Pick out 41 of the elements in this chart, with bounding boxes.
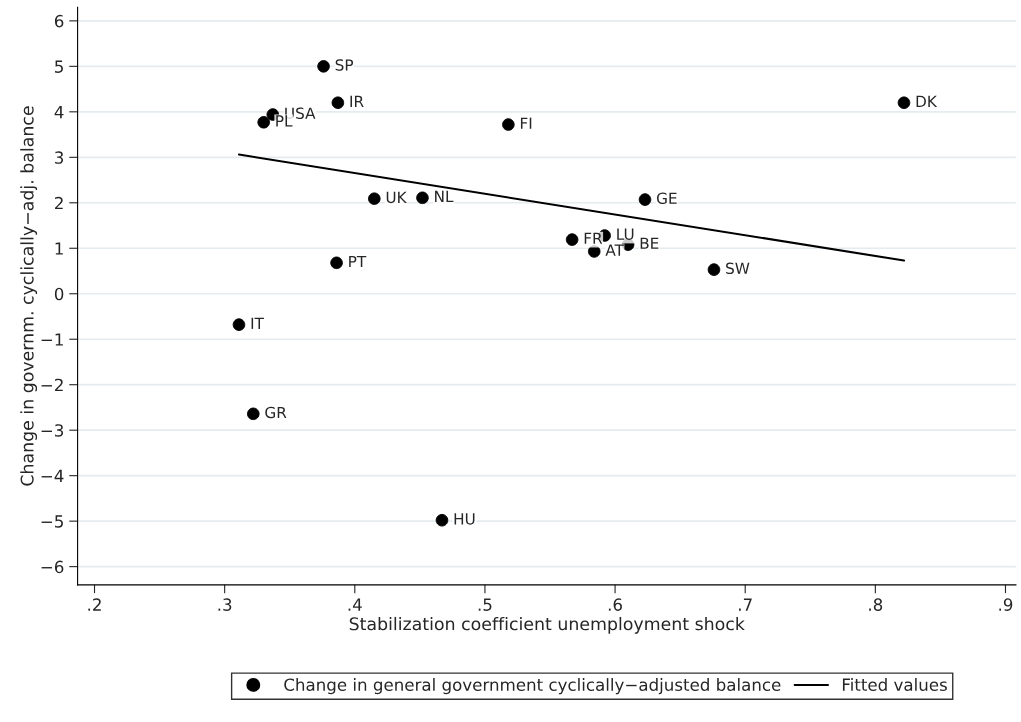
annotation: PT <box>349 255 367 268</box>
x-tick-label: .6 <box>608 598 622 611</box>
x-tick-label: .4 <box>348 598 362 611</box>
y-tick-label: −6 <box>41 560 64 574</box>
annotation: SP <box>335 59 354 71</box>
y-tick-label: −5 <box>41 515 63 528</box>
y-tick-label: 3 <box>55 151 64 164</box>
annotation: UK <box>386 191 407 204</box>
y-tick-label: −4 <box>41 469 64 482</box>
annotation: DK <box>916 95 938 107</box>
annotation: BE <box>640 237 659 249</box>
y-tick-label: −3 <box>41 424 64 437</box>
x-tick-label: .5 <box>478 598 492 611</box>
annotation: IR <box>350 95 364 107</box>
annotation: IT <box>251 317 264 329</box>
y-tick-label: −1 <box>41 333 63 346</box>
y-tick-label: −2 <box>41 378 63 392</box>
y-tick-label: 5 <box>55 60 63 73</box>
annotation: FI <box>520 117 532 129</box>
x-tick-label: .8 <box>869 598 883 611</box>
y-tick-label: 6 <box>54 14 64 28</box>
annotation: GE <box>656 192 677 205</box>
x-tick-label: .2 <box>88 598 101 611</box>
x-tick-label: .7 <box>739 598 752 611</box>
x-tick-label: .3 <box>218 598 232 611</box>
x-tick-label: .9 <box>999 598 1013 611</box>
x-axis-title: Stabilization coefficient unemployment shock <box>349 616 745 634</box>
annotation: GR <box>265 406 287 419</box>
annotation: FR <box>584 232 603 244</box>
y-tick-label: 2 <box>55 196 63 210</box>
annotation: HU <box>454 513 475 525</box>
y-tick-label: 4 <box>54 106 64 119</box>
y-tick-label: 0 <box>54 287 64 301</box>
legend-label: Change in general government cyclically−adjusted balance <box>284 678 781 695</box>
annotation: AT <box>605 244 624 256</box>
y-tick-label: 1 <box>55 242 63 255</box>
y-axis-title: Change in governm. cyclically−adj. balance <box>20 106 38 486</box>
legend-label: Fitted values <box>842 678 947 691</box>
annotation: NL <box>435 190 454 202</box>
annotation: SW <box>726 262 750 275</box>
annotation: LU <box>617 228 634 240</box>
